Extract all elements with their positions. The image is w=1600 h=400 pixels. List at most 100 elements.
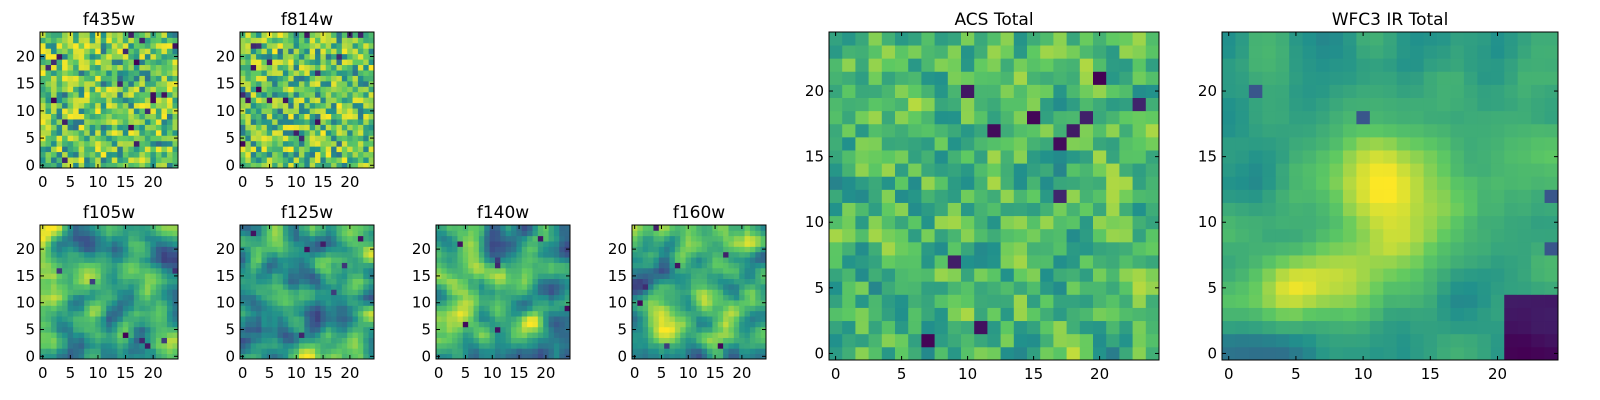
- heatmap-cell: [908, 110, 922, 125]
- heatmap-cell: [100, 289, 107, 296]
- heatmap-cell: [1329, 268, 1344, 282]
- heatmap-cell: [341, 262, 348, 269]
- heatmap-cell: [84, 42, 91, 49]
- heatmap-cell: [1423, 255, 1438, 269]
- heatmap-cell: [881, 71, 896, 85]
- heatmap-cell: [489, 241, 496, 247]
- heatmap-cell: [100, 162, 107, 169]
- heatmap-cell: [462, 321, 469, 328]
- heatmap-cell: [484, 225, 490, 231]
- heatmap-cell: [484, 230, 490, 237]
- heatmap-cell: [505, 332, 512, 338]
- heatmap-cell: [733, 235, 740, 242]
- heatmap-cell: [166, 267, 173, 274]
- heatmap-cell: [166, 119, 173, 125]
- heatmap-cell: [717, 241, 724, 247]
- heatmap-cell: [908, 281, 922, 295]
- heatmap-cell: [256, 151, 262, 158]
- heatmap-cell: [304, 75, 311, 82]
- heatmap-cell: [51, 146, 57, 153]
- heatmap-cell: [122, 321, 129, 328]
- heatmap-cell: [256, 348, 262, 355]
- heatmap-cell: [95, 332, 102, 338]
- heatmap-cell: [347, 273, 353, 279]
- heatmap-cell: [494, 230, 501, 237]
- heatmap-cell: [256, 273, 262, 279]
- heatmap-cell: [637, 225, 644, 231]
- heatmap-cell: [293, 289, 300, 296]
- heatmap-cell: [139, 300, 146, 306]
- heatmap-cell: [347, 129, 353, 136]
- heatmap-cell: [352, 119, 359, 125]
- heatmap-cell: [674, 257, 681, 263]
- heatmap-cell: [744, 332, 751, 338]
- heatmap-cell: [987, 228, 1001, 243]
- heatmap-cell: [1369, 163, 1384, 177]
- heatmap-cell: [352, 162, 359, 169]
- heatmap-cell: [1013, 136, 1028, 151]
- heatmap-cell: [288, 97, 294, 104]
- heatmap-cell: [664, 348, 670, 355]
- heatmap-cell: [653, 225, 660, 231]
- heatmap-cell: [446, 262, 453, 269]
- heatmap-cell: [320, 48, 327, 55]
- heatmap-cell: [240, 321, 246, 328]
- heatmap-cell: [266, 64, 273, 71]
- heatmap-cell: [133, 241, 140, 247]
- heatmap-cell: [325, 316, 332, 322]
- heatmap-cell: [67, 64, 74, 71]
- heatmap-cell: [117, 257, 124, 263]
- heatmap-cell: [304, 97, 311, 104]
- heatmap-cell: [468, 225, 474, 231]
- heatmap-cell: [45, 294, 52, 301]
- heatmap-cell: [277, 273, 284, 279]
- heatmap-cell: [282, 300, 289, 306]
- heatmap-cell: [240, 316, 246, 322]
- heatmap-cell: [288, 70, 294, 76]
- heatmap-cell: [368, 75, 375, 82]
- y-tick-label: 20: [608, 240, 627, 258]
- heatmap-cell: [521, 262, 528, 269]
- heatmap-cell: [117, 97, 124, 104]
- heatmap-cell: [632, 230, 638, 237]
- heatmap-cell: [1437, 241, 1451, 256]
- heatmap-cell: [304, 342, 311, 349]
- heatmap-cell: [895, 136, 909, 151]
- heatmap-cell: [1316, 241, 1330, 256]
- heatmap-cell: [1423, 163, 1438, 177]
- heatmap-cell: [441, 310, 448, 317]
- heatmap-cell: [166, 162, 173, 169]
- heatmap-cell: [56, 70, 63, 76]
- heatmap-cell: [1463, 333, 1478, 348]
- heatmap-cell: [150, 321, 157, 328]
- heatmap-cell: [760, 262, 767, 269]
- heatmap-cell: [298, 162, 305, 169]
- heatmap-cell: [527, 310, 533, 317]
- heatmap-cell: [84, 108, 91, 114]
- heatmap-cell: [139, 251, 146, 258]
- heatmap-cell: [1145, 241, 1160, 256]
- heatmap-cell: [293, 37, 300, 44]
- heatmap-cell: [1145, 215, 1160, 230]
- heatmap-cell: [908, 228, 922, 243]
- heatmap-cell: [172, 283, 179, 290]
- heatmap-cell: [245, 124, 252, 131]
- heatmap-cell: [331, 32, 337, 38]
- heatmap-cell: [122, 230, 129, 237]
- heatmap-cell: [516, 251, 523, 258]
- heatmap-cell: [293, 119, 300, 125]
- heatmap-cell: [489, 262, 496, 269]
- heatmap-cell: [829, 136, 843, 151]
- heatmap-cell: [1093, 71, 1107, 85]
- heatmap-cell: [277, 305, 284, 312]
- heatmap-cell: [1289, 281, 1304, 295]
- heatmap-cell: [755, 241, 762, 247]
- heatmap-cell: [749, 337, 756, 344]
- heatmap-cell: [749, 316, 756, 322]
- heatmap-cell: [347, 342, 353, 349]
- heatmap-cell: [637, 321, 644, 328]
- heatmap-cell: [1093, 215, 1107, 230]
- heatmap-cell: [642, 353, 649, 360]
- heatmap-cell: [139, 225, 146, 231]
- heatmap-cell: [717, 294, 724, 301]
